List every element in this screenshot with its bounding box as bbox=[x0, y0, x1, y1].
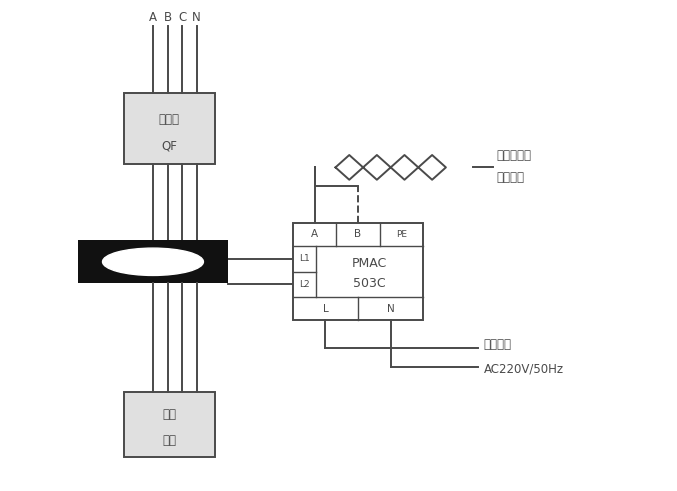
Text: L: L bbox=[323, 303, 328, 314]
Text: 监控主机: 监控主机 bbox=[496, 171, 524, 184]
Bar bbox=[293, 223, 423, 320]
Text: N: N bbox=[387, 303, 395, 314]
Text: QF: QF bbox=[161, 140, 177, 153]
Text: 设备: 设备 bbox=[162, 434, 176, 447]
Text: L2: L2 bbox=[299, 280, 309, 289]
Text: 503C: 503C bbox=[353, 277, 386, 290]
Bar bbox=[78, 240, 228, 283]
Text: C: C bbox=[178, 11, 186, 24]
Text: A: A bbox=[149, 11, 157, 24]
Text: PE: PE bbox=[396, 230, 407, 239]
Text: N: N bbox=[192, 11, 201, 24]
Text: L1: L1 bbox=[299, 254, 309, 263]
Text: 断路器: 断路器 bbox=[158, 113, 180, 126]
Text: PMAC: PMAC bbox=[352, 257, 387, 270]
Bar bbox=[124, 92, 215, 164]
Text: B: B bbox=[355, 229, 362, 240]
Text: 用电: 用电 bbox=[162, 408, 176, 421]
Ellipse shape bbox=[102, 248, 203, 275]
Text: AC220V/50Hz: AC220V/50Hz bbox=[483, 362, 564, 375]
Bar bbox=[124, 392, 215, 457]
Text: 至电气火灾: 至电气火灾 bbox=[496, 149, 531, 162]
Text: B: B bbox=[164, 11, 172, 24]
Text: 工作电源: 工作电源 bbox=[483, 338, 512, 351]
Text: A: A bbox=[311, 229, 318, 240]
